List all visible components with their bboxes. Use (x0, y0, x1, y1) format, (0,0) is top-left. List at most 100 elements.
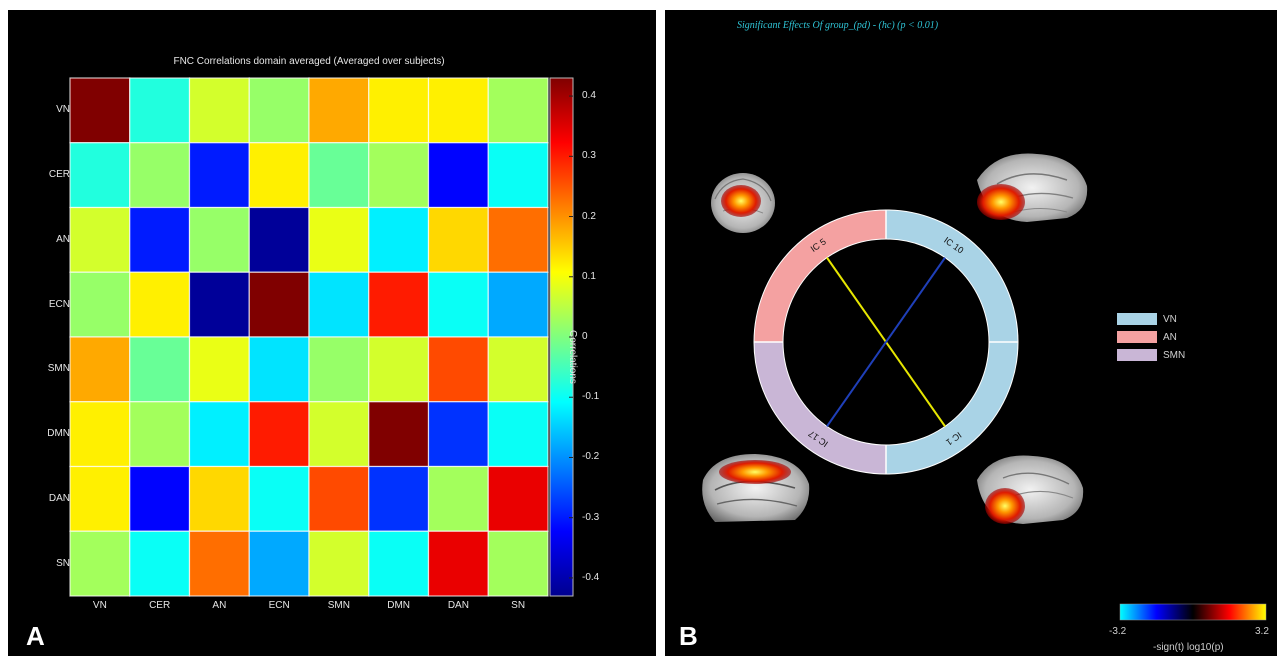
heatmap-cell (368, 142, 430, 209)
heatmap-cell (487, 465, 549, 532)
heatmap-cell (487, 271, 549, 338)
heatmap-cell (248, 271, 310, 338)
heatmap-cell (69, 271, 131, 338)
colorbar-tick-label: 0 (582, 331, 588, 342)
heatmap-cell (308, 465, 370, 532)
col-label: AN (212, 600, 227, 611)
row-label: DMN (47, 428, 70, 440)
colorbar-ticks (569, 95, 573, 579)
connection-edges (826, 257, 946, 427)
heatmap-cell (308, 142, 370, 209)
colorbar-tick-label: -0.1 (582, 391, 600, 403)
heatmap-cell (129, 465, 191, 532)
heatmap-cell (248, 465, 310, 532)
brain-image-ic17 (702, 454, 810, 522)
colorbar-tick-label: -0.2 (582, 451, 600, 463)
heatmap-cell (368, 465, 430, 532)
heatmap-cell (487, 206, 549, 273)
legend-item-vn: VN (1117, 312, 1177, 326)
colorbar-title: Correlations (567, 330, 578, 384)
domain-ring (753, 209, 1019, 475)
heatmap-cell (69, 530, 131, 597)
heatmap-cell (308, 530, 370, 597)
col-label: SN (511, 600, 526, 611)
heatmap-cell (129, 142, 191, 209)
heatmap-cell (69, 401, 131, 468)
heatmap-cell (368, 77, 430, 144)
heatmap-cell (487, 77, 549, 144)
heatmap-cell (248, 77, 310, 144)
colorbar-tick-label: 0.2 (582, 210, 596, 222)
heatmap-cell (487, 142, 549, 209)
effect-colorbar-title: -sign(t) log10(p) (1153, 642, 1224, 653)
heatmap-cell (188, 142, 250, 209)
col-label: SMN (327, 600, 350, 611)
heatmap-cell (69, 336, 131, 403)
heatmap-cell (487, 530, 549, 597)
heatmap-cell (69, 142, 131, 209)
heatmap-cell (368, 271, 430, 338)
significance-title: Significant Effects Of group_(pd) - (hc)… (737, 20, 939, 31)
heatmap-cell (129, 530, 191, 597)
colorbar-tick-label: 0.4 (582, 90, 596, 102)
effect-colorbar-min: -3.2 (1109, 626, 1127, 637)
heatmap-cell (368, 336, 430, 403)
heatmap-cell (368, 530, 430, 597)
heatmap-cell (427, 465, 489, 532)
heatmap-cell (188, 336, 250, 403)
heatmap-cell (188, 77, 250, 144)
heatmap-cell (427, 77, 489, 144)
brain-image-ic1 (977, 455, 1084, 524)
panel-letter-b: B (679, 621, 698, 651)
heatmap-cell (188, 271, 250, 338)
ring-segment-smn (753, 341, 887, 475)
heatmap-cell (427, 206, 489, 273)
row-label: CER (48, 169, 70, 181)
heatmap-cell (308, 206, 370, 273)
heatmap-cell (129, 206, 191, 273)
heatmap-cell (188, 206, 250, 273)
heatmap-cell (368, 206, 430, 273)
heatmap-cell (427, 530, 489, 597)
heatmap-cell (308, 271, 370, 338)
heatmap-title: FNC Correlations domain averaged (Averag… (173, 56, 445, 67)
row-label: SMN (47, 363, 70, 375)
heatmap-cell (248, 206, 310, 273)
legend-swatch-smn (1117, 349, 1157, 361)
col-label: VN (92, 600, 107, 611)
heatmap-cell (368, 401, 430, 468)
effect-colorbar-max: 3.2 (1255, 626, 1269, 637)
colorbar-tick-label: 0.3 (582, 150, 596, 162)
legend-item-an: AN (1117, 330, 1177, 344)
heatmap-cell (427, 401, 489, 468)
effect-colorbar (1119, 603, 1267, 621)
legend-item-smn: SMN (1117, 348, 1185, 362)
row-label: ECN (48, 298, 70, 310)
colorbar-tick-label: -0.3 (582, 511, 600, 523)
legend-swatch-vn (1117, 313, 1157, 325)
heatmap-cell (308, 77, 370, 144)
colorbar-tick-label: -0.4 (582, 571, 600, 583)
col-label: DMN (387, 600, 411, 611)
heatmap-cell (248, 530, 310, 597)
heatmap-cell (308, 401, 370, 468)
row-label: SN (56, 557, 70, 569)
legend-label-an: AN (1163, 331, 1177, 343)
heatmap-cell (248, 401, 310, 468)
heatmap-cell (427, 142, 489, 209)
heatmap-cell (248, 336, 310, 403)
heatmap-cell (129, 271, 191, 338)
heatmap-cell (188, 465, 250, 532)
ring-segment-vn (885, 209, 1019, 475)
brain-image-ic5 (711, 173, 775, 233)
panel-b: Significant Effects Of group_(pd) - (hc)… (665, 10, 1277, 656)
heatmap-cell (487, 336, 549, 403)
heatmap-cell (129, 336, 191, 403)
panel-a: FNC Correlations domain averaged (Averag… (8, 10, 656, 656)
heatmap-cells (69, 77, 549, 597)
connection-edge (826, 257, 946, 427)
col-label: ECN (268, 600, 290, 611)
col-label: CER (149, 600, 171, 611)
legend-label-smn: SMN (1163, 349, 1186, 361)
